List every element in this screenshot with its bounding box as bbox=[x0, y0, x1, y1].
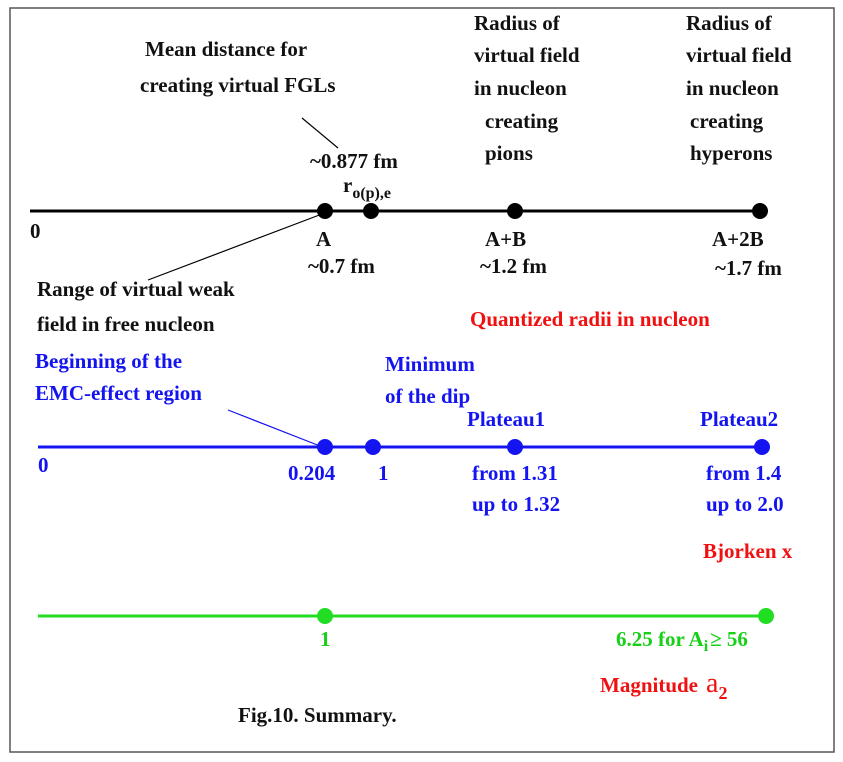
text: Magnitude bbox=[600, 673, 698, 697]
label: ~0.877 fm bbox=[310, 149, 398, 173]
label: creating virtual FGLs bbox=[140, 73, 336, 97]
subscript: o(p),e bbox=[352, 185, 391, 202]
dot bbox=[317, 608, 333, 624]
label: field in free nucleon bbox=[37, 312, 215, 336]
symbol: a bbox=[706, 668, 719, 699]
subscript: i bbox=[704, 638, 709, 655]
label: A bbox=[316, 227, 332, 251]
dot bbox=[507, 203, 523, 219]
frame bbox=[9, 7, 835, 753]
label: ~1.7 fm bbox=[715, 256, 782, 280]
dot bbox=[758, 608, 774, 624]
leader bbox=[301, 117, 339, 149]
leader bbox=[147, 213, 323, 281]
dot bbox=[365, 439, 381, 455]
bjorken-dots bbox=[317, 439, 770, 455]
label: virtual field bbox=[474, 43, 580, 67]
caption: Bjorken x bbox=[703, 539, 793, 563]
label: 0 bbox=[38, 453, 49, 477]
label: from 1.4 bbox=[706, 461, 782, 485]
dot bbox=[363, 203, 379, 219]
label: ro(p),e bbox=[343, 173, 391, 202]
label: creating bbox=[485, 109, 559, 133]
symbol: r bbox=[343, 173, 352, 197]
label: Plateau2 bbox=[700, 407, 778, 431]
label: of the dip bbox=[385, 384, 470, 408]
label: EMC-effect region bbox=[35, 381, 202, 405]
dot bbox=[754, 439, 770, 455]
label: up to 2.0 bbox=[706, 492, 784, 516]
caption: Magnitude a2 bbox=[600, 668, 727, 703]
label: creating bbox=[690, 109, 764, 133]
label: from 1.31 bbox=[472, 461, 558, 485]
label: in nucleon bbox=[474, 76, 567, 100]
label: Radius of bbox=[686, 11, 773, 35]
label: 1 bbox=[320, 627, 331, 651]
label: in nucleon bbox=[686, 76, 779, 100]
label: 0 bbox=[30, 219, 41, 243]
text: ≥ 56 bbox=[710, 627, 748, 651]
label: Mean distance for bbox=[145, 37, 307, 61]
text: 6.25 for A bbox=[616, 627, 705, 651]
label: A+2B bbox=[712, 227, 764, 251]
label: 1 bbox=[378, 461, 389, 485]
label: pions bbox=[485, 141, 533, 165]
dot bbox=[317, 203, 333, 219]
label: Radius of bbox=[474, 11, 561, 35]
label: virtual field bbox=[686, 43, 792, 67]
label: A+B bbox=[485, 227, 526, 251]
dot bbox=[317, 439, 333, 455]
caption: Quantized radii in nucleon bbox=[470, 307, 710, 331]
label: ~1.2 fm bbox=[480, 254, 547, 278]
label: 0.204 bbox=[288, 461, 336, 485]
leader bbox=[227, 409, 321, 447]
label: up to 1.32 bbox=[472, 492, 560, 516]
label: 6.25 for Ai≥ 56 bbox=[616, 627, 748, 655]
label: Plateau1 bbox=[467, 407, 545, 431]
label: ~0.7 fm bbox=[308, 254, 375, 278]
label: Beginning of the bbox=[35, 349, 182, 373]
label: Minimum bbox=[385, 352, 475, 376]
figure-caption: Fig.10. Summary. bbox=[238, 703, 397, 727]
subscript: 2 bbox=[718, 683, 727, 703]
dot bbox=[752, 203, 768, 219]
label: Range of virtual weak bbox=[37, 277, 235, 301]
label: hyperons bbox=[690, 141, 772, 165]
dot bbox=[507, 439, 523, 455]
